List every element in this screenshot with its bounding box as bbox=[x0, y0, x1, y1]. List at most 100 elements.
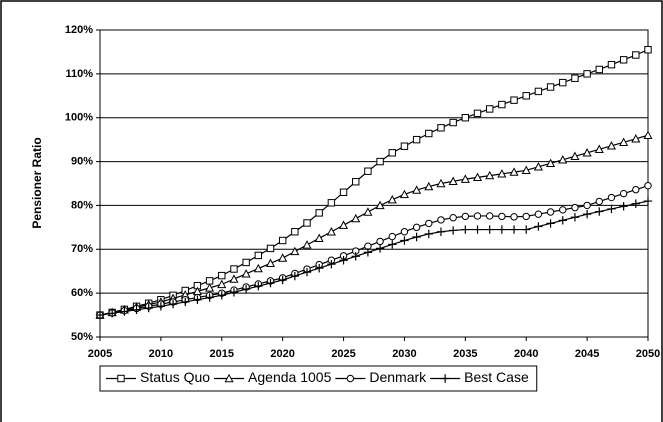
data-point bbox=[290, 246, 300, 256]
data-point bbox=[327, 259, 336, 269]
data-point bbox=[619, 202, 628, 211]
data-point bbox=[387, 194, 397, 204]
data-point bbox=[448, 226, 458, 235]
data-point bbox=[595, 65, 603, 74]
data-point bbox=[631, 134, 641, 143]
data-point bbox=[533, 162, 543, 171]
data-point bbox=[412, 232, 421, 242]
data-point bbox=[570, 213, 580, 222]
data-point bbox=[278, 275, 287, 285]
data-point bbox=[254, 281, 263, 291]
data-point bbox=[643, 130, 653, 139]
data-point bbox=[632, 185, 640, 194]
data-point bbox=[643, 196, 653, 206]
legend-box bbox=[99, 365, 538, 392]
data-point bbox=[473, 225, 482, 234]
data-point bbox=[546, 158, 556, 168]
x-tick-label: 2020 bbox=[270, 348, 294, 360]
data-point bbox=[205, 283, 215, 292]
data-point bbox=[583, 201, 591, 210]
data-point bbox=[376, 157, 384, 166]
data-point bbox=[168, 299, 178, 309]
data-point bbox=[546, 219, 555, 228]
series-line bbox=[99, 49, 649, 316]
data-point bbox=[546, 208, 555, 216]
y-axis-label: Pensioner Ratio bbox=[30, 137, 44, 228]
data-point bbox=[266, 244, 275, 253]
data-point bbox=[571, 203, 579, 212]
legend-marker bbox=[346, 374, 355, 383]
x-tick-label: 2025 bbox=[331, 348, 355, 360]
data-point bbox=[107, 309, 117, 318]
data-point bbox=[522, 225, 531, 234]
data-point bbox=[606, 141, 617, 150]
data-point bbox=[558, 216, 567, 225]
y-tick-label: 80% bbox=[71, 199, 93, 211]
data-point bbox=[291, 228, 299, 236]
y-tick-label: 70% bbox=[71, 243, 93, 255]
data-point bbox=[559, 206, 567, 214]
data-point bbox=[241, 269, 251, 278]
data-point bbox=[400, 236, 409, 245]
data-point bbox=[241, 284, 251, 294]
legend-label: Best Case bbox=[464, 369, 529, 385]
data-point bbox=[546, 83, 555, 91]
data-point bbox=[363, 248, 373, 257]
data-point bbox=[424, 181, 434, 191]
data-point bbox=[485, 212, 494, 220]
x-tick-label: 2015 bbox=[210, 348, 234, 360]
data-point bbox=[644, 181, 652, 190]
data-point bbox=[230, 265, 238, 273]
data-point bbox=[449, 214, 457, 222]
data-point bbox=[522, 212, 530, 221]
data-point bbox=[473, 212, 482, 220]
data-point bbox=[583, 70, 591, 78]
data-point bbox=[607, 204, 616, 214]
data-point bbox=[388, 240, 397, 249]
data-point bbox=[388, 232, 396, 241]
data-point bbox=[607, 193, 616, 202]
data-point bbox=[521, 165, 531, 175]
data-point bbox=[375, 200, 385, 210]
data-point bbox=[460, 174, 470, 183]
data-point bbox=[193, 295, 202, 304]
data-point bbox=[217, 291, 226, 300]
data-point bbox=[461, 225, 470, 234]
data-point bbox=[229, 288, 239, 297]
data-point bbox=[290, 271, 300, 281]
data-point bbox=[570, 151, 580, 161]
x-tick-label: 2045 bbox=[575, 348, 599, 360]
data-point bbox=[558, 155, 568, 164]
data-point bbox=[412, 135, 421, 144]
data-point bbox=[314, 233, 324, 243]
data-point bbox=[144, 303, 153, 313]
data-point bbox=[95, 310, 105, 320]
data-point bbox=[425, 219, 433, 228]
data-point bbox=[510, 213, 518, 221]
data-point bbox=[631, 199, 641, 208]
x-tick-label: 2010 bbox=[149, 348, 173, 360]
legend-label: Status Quo bbox=[140, 369, 210, 385]
data-point bbox=[351, 213, 361, 223]
data-point bbox=[363, 207, 373, 216]
data-point bbox=[619, 137, 629, 146]
data-point bbox=[437, 124, 445, 132]
data-point bbox=[352, 178, 360, 186]
data-point bbox=[399, 189, 409, 199]
data-point bbox=[120, 307, 129, 316]
data-point bbox=[156, 302, 166, 311]
data-point bbox=[205, 293, 214, 302]
legend-marker bbox=[117, 374, 125, 383]
data-point bbox=[485, 105, 494, 113]
data-point bbox=[375, 244, 385, 253]
data-point bbox=[265, 258, 276, 268]
data-point bbox=[582, 210, 592, 219]
data-point bbox=[461, 114, 470, 122]
data-point bbox=[303, 219, 311, 227]
data-point bbox=[472, 172, 483, 182]
data-point bbox=[364, 167, 372, 175]
x-tick-label: 2005 bbox=[88, 348, 112, 360]
x-tick-label: 2050 bbox=[636, 348, 660, 360]
